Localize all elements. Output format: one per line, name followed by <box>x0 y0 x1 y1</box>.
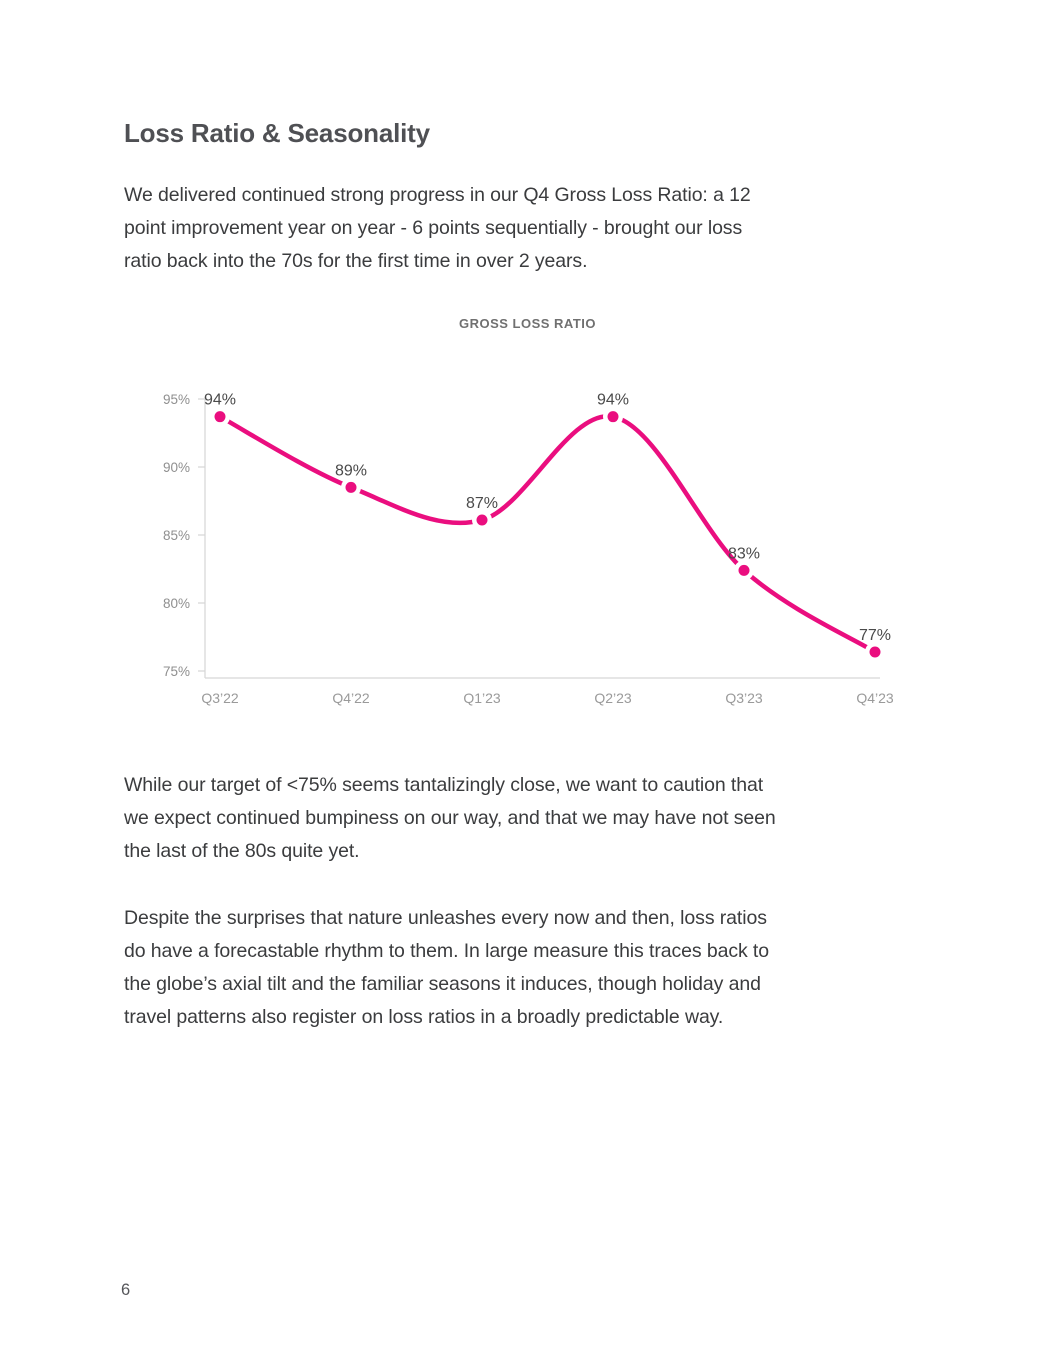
data-point <box>869 646 881 658</box>
x-axis-label: Q3’22 <box>201 690 239 706</box>
y-axis-label: 90% <box>163 460 190 475</box>
paragraph-target-caution: While our target of <75% seems tantalizi… <box>124 774 776 862</box>
x-axis-label: Q2’23 <box>594 690 632 706</box>
data-point-label: 89% <box>335 462 367 479</box>
x-axis-label: Q4’23 <box>856 690 894 706</box>
paragraph-intro: We delivered continued strong progress i… <box>124 184 751 272</box>
gross-loss-ratio-chart: 95% 90% 85% 80% 75% 94% Q3’22 89% Q4’22 87% Q1’23 9… <box>163 392 894 706</box>
x-axis-label: Q3’23 <box>725 690 763 706</box>
data-point <box>345 481 357 493</box>
paragraph-seasonality: Despite the surprises that nature unleas… <box>124 907 769 1028</box>
series-line <box>217 414 878 655</box>
page-number: 6 <box>121 1281 131 1299</box>
y-axis-label: 80% <box>163 596 190 611</box>
data-point-label: 77% <box>859 627 891 644</box>
data-point-label: 87% <box>466 495 498 512</box>
data-point <box>214 411 226 423</box>
x-axis-label: Q1’23 <box>463 690 501 706</box>
page-title: Loss Ratio & Seasonality <box>124 118 430 148</box>
data-point <box>607 411 619 423</box>
data-point <box>738 564 750 576</box>
data-point-label: 94% <box>597 392 629 409</box>
data-point-label: 94% <box>204 392 236 409</box>
chart-title: GROSS LOSS RATIO <box>458 316 597 331</box>
data-point-label: 83% <box>728 545 760 562</box>
y-axis-label: 85% <box>163 528 190 543</box>
data-point <box>476 514 488 526</box>
y-axis-label: 95% <box>163 392 190 407</box>
y-axis-label: 75% <box>163 664 190 679</box>
x-axis-label: Q4’22 <box>332 690 370 706</box>
